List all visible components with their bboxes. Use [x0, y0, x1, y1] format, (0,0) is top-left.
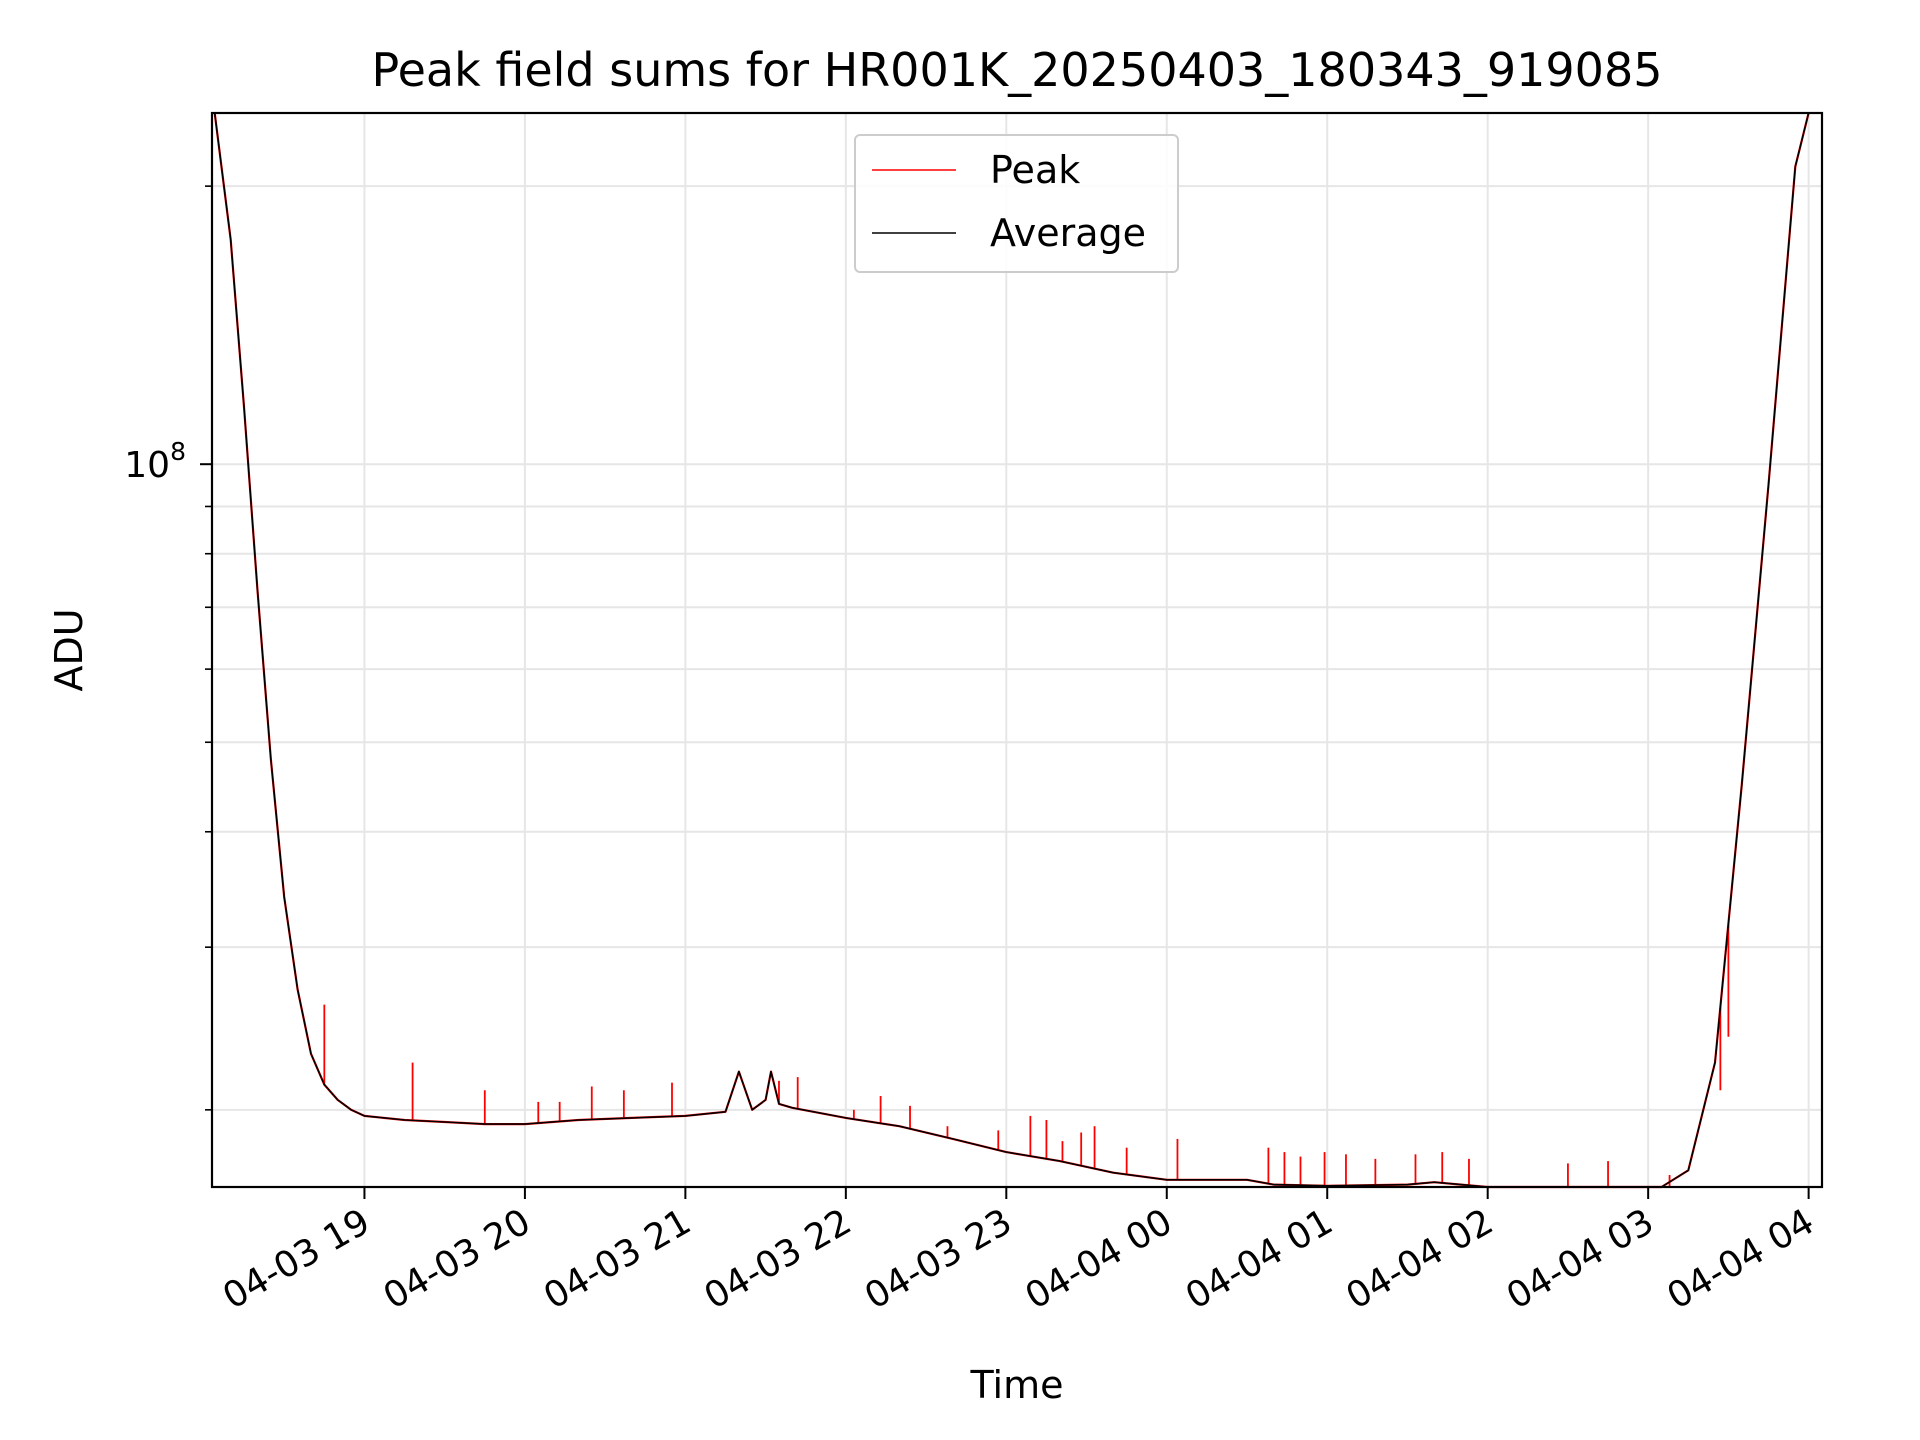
- x-axis-label: Time: [970, 1363, 1064, 1407]
- legend: Peak Average: [854, 134, 1179, 273]
- grid-layer: [212, 113, 1822, 1187]
- y-axis: 108: [124, 185, 212, 1111]
- chart-title: Peak field sums for HR001K_20250403_1803…: [372, 43, 1663, 97]
- peak-spikes: [323, 923, 1730, 1187]
- legend-label-average: Average: [990, 211, 1146, 255]
- y-axis-label: ADU: [47, 608, 91, 691]
- y-tick-label-base: 10: [124, 445, 170, 486]
- legend-label-peak: Peak: [990, 148, 1080, 192]
- plot-frame: [210, 111, 1824, 1189]
- y-tick-label-exponent: 8: [170, 437, 186, 466]
- y-tick-label: 108: [124, 437, 186, 486]
